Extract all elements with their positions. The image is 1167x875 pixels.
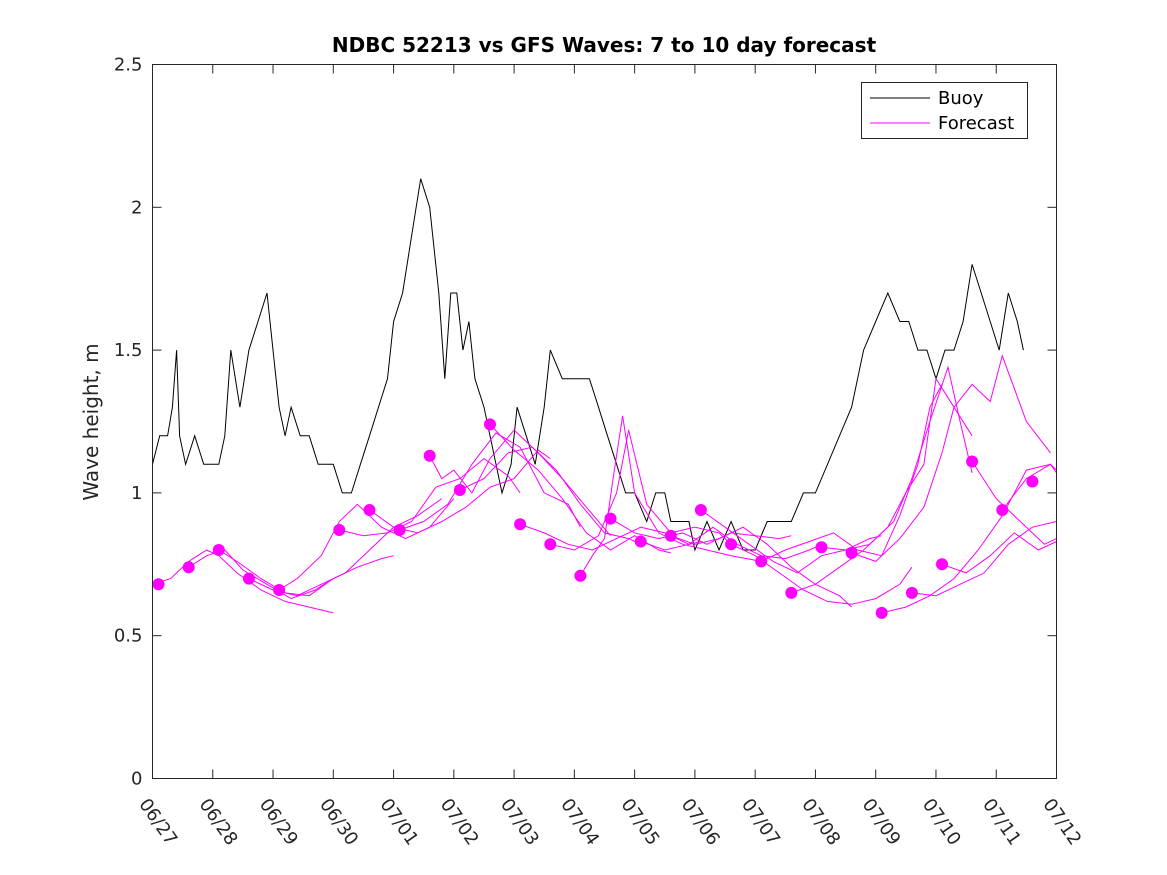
forecast-line-20 xyxy=(791,377,973,594)
forecast-marker-24 xyxy=(905,586,918,599)
forecast-marker-18 xyxy=(725,538,738,551)
forecast-line-26 xyxy=(971,461,1057,545)
forecast-marker-6 xyxy=(363,504,376,516)
forecast-line-13 xyxy=(579,415,762,576)
forecast-marker-17 xyxy=(694,504,707,516)
forecast-line-11 xyxy=(519,523,702,551)
forecast-marker-1 xyxy=(182,561,195,574)
y-tick-label-5: 2.5 xyxy=(114,55,143,76)
forecast-marker-4 xyxy=(273,584,286,596)
chart-title: NDBC 52213 vs GFS Waves: 7 to 10 day for… xyxy=(332,33,877,57)
forecast-marker-14 xyxy=(604,512,617,525)
legend: Buoy Forecast xyxy=(861,82,1028,139)
forecast-line-1 xyxy=(188,549,334,600)
forecast-line-14 xyxy=(610,518,792,545)
y-axis-label: Wave height, m xyxy=(79,343,103,500)
forecast-marker-21 xyxy=(815,541,828,554)
y-tick-label-3: 1.5 xyxy=(114,340,143,361)
y-tick-label-0: 0 xyxy=(131,769,142,790)
forecast-marker-22 xyxy=(845,546,858,559)
forecast-marker-12 xyxy=(544,538,557,551)
forecast-line-27 xyxy=(1001,463,1057,511)
forecast-line-7 xyxy=(399,432,581,531)
forecast-marker-16 xyxy=(664,529,677,542)
forecast-line-5 xyxy=(339,457,521,537)
forecast-line-24 xyxy=(911,521,1057,597)
y-tick-label-4: 2 xyxy=(131,197,142,218)
forecast-line-16 xyxy=(670,526,852,608)
forecast-marker-2 xyxy=(212,544,225,556)
forecast-marker-0 xyxy=(152,578,165,591)
forecast-line-25 xyxy=(941,532,1057,574)
forecast-marker-8 xyxy=(423,449,436,462)
axes-box xyxy=(152,64,1057,779)
forecast-line-2 xyxy=(218,549,394,597)
forecast-marker-20 xyxy=(785,586,798,599)
forecast-marker-9 xyxy=(453,484,466,496)
forecast-line-17 xyxy=(700,509,882,574)
forecast-line-0 xyxy=(152,549,334,614)
forecast-marker-13 xyxy=(574,569,587,582)
forecast-marker-25 xyxy=(936,558,948,571)
forecast-marker-23 xyxy=(875,606,888,619)
y-tick-label-1: 0.5 xyxy=(114,626,143,647)
forecast-marker-11 xyxy=(514,518,527,531)
legend-forecast-label: Forecast xyxy=(938,113,1014,134)
plot-area xyxy=(152,178,1057,619)
forecast-marker-5 xyxy=(333,524,346,536)
forecast-line-8 xyxy=(429,429,611,537)
forecast-line-22 xyxy=(851,354,1051,562)
forecast-marker-10 xyxy=(484,418,496,431)
buoy-line xyxy=(152,178,1024,552)
forecast-marker-28 xyxy=(1026,475,1039,488)
forecast-line-19 xyxy=(760,384,943,562)
forecast-line-23 xyxy=(881,463,1057,614)
forecast-marker-27 xyxy=(996,504,1009,516)
forecast-line-12 xyxy=(550,429,732,551)
legend-box xyxy=(861,82,1028,139)
forecast-marker-19 xyxy=(755,555,768,568)
forecast-marker-15 xyxy=(634,535,647,548)
forecast-marker-3 xyxy=(242,572,255,585)
y-tick-label-2: 1 xyxy=(131,483,142,504)
legend-buoy-label: Buoy xyxy=(938,88,984,109)
forecast-marker-26 xyxy=(966,455,979,468)
forecast-marker-7 xyxy=(393,524,406,536)
